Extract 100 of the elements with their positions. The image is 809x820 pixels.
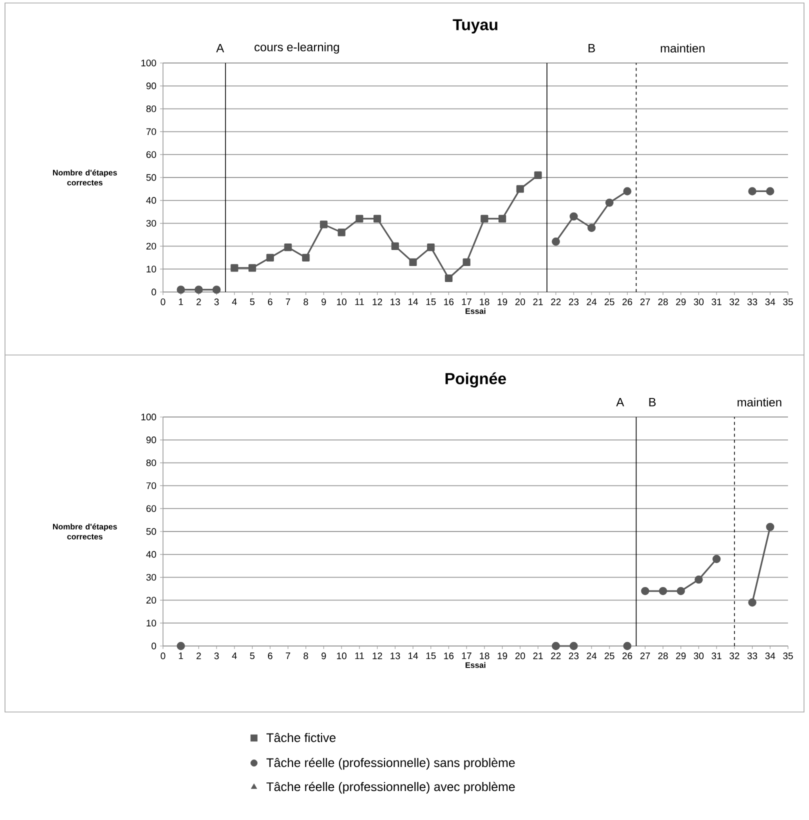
point bbox=[623, 187, 632, 196]
x-tick-label: 32 bbox=[730, 652, 740, 660]
x-tick-label: 1 bbox=[178, 298, 184, 306]
x-tick-label: 34 bbox=[765, 298, 776, 306]
x-tick-label: 0 bbox=[160, 652, 166, 660]
point bbox=[748, 187, 756, 196]
x-tick-label: 2 bbox=[196, 298, 201, 306]
y-tick-label: 60 bbox=[146, 151, 156, 158]
legend-label: Tâche fictive bbox=[266, 732, 336, 742]
x-tick-label: 21 bbox=[533, 298, 543, 306]
point bbox=[676, 586, 685, 596]
point bbox=[248, 264, 256, 272]
x-tick-label: 18 bbox=[480, 298, 490, 306]
y-tick-label: 80 bbox=[146, 105, 156, 112]
x-tick-label: 34 bbox=[765, 652, 776, 660]
y-tick-label: 0 bbox=[152, 642, 156, 650]
x-tick-label: 25 bbox=[604, 298, 614, 306]
point bbox=[641, 586, 650, 596]
x-tick-label: 19 bbox=[498, 298, 508, 306]
point bbox=[552, 238, 560, 246]
x-tick-label: 27 bbox=[640, 652, 650, 660]
x-tick-label: 23 bbox=[568, 298, 579, 306]
chart-title: Tuyau bbox=[452, 19, 498, 34]
x-tick-label: 16 bbox=[444, 652, 454, 660]
x-tick-label: 13 bbox=[390, 652, 400, 660]
x-tick-label: 15 bbox=[426, 652, 436, 660]
y-tick-label: 20 bbox=[146, 242, 156, 250]
x-tick-label: 27 bbox=[640, 298, 650, 306]
point bbox=[373, 214, 382, 223]
x-tick-label: 4 bbox=[232, 652, 237, 660]
text: A bbox=[216, 44, 224, 52]
point bbox=[462, 258, 470, 266]
text: cours e-learning bbox=[254, 42, 339, 54]
x-tick-label: 28 bbox=[658, 298, 668, 306]
x-tick-label: 25 bbox=[604, 652, 614, 660]
x-tick-label: 21 bbox=[533, 652, 543, 660]
x-tick-label: 5 bbox=[250, 652, 255, 660]
point bbox=[516, 185, 524, 193]
y-tick-label: 40 bbox=[146, 551, 156, 558]
y-tick-label: 10 bbox=[146, 266, 156, 272]
x-tick-label: 2 bbox=[196, 652, 201, 660]
y-tick-label: 10 bbox=[146, 620, 156, 626]
point bbox=[658, 586, 668, 596]
y-tick-label: 80 bbox=[146, 459, 156, 466]
text: B bbox=[649, 398, 656, 406]
point bbox=[605, 198, 614, 207]
x-tick-label: 35 bbox=[783, 652, 793, 660]
point bbox=[444, 274, 453, 282]
x-tick-label: 29 bbox=[676, 298, 686, 306]
point bbox=[712, 554, 721, 564]
x-tick-label: 26 bbox=[622, 298, 632, 306]
x-tick-label: 16 bbox=[444, 298, 454, 306]
point bbox=[587, 224, 596, 232]
point bbox=[176, 286, 185, 294]
y-tick-label: 50 bbox=[146, 174, 156, 181]
x-tick-label: 11 bbox=[355, 652, 364, 660]
x-tick-label: 22 bbox=[551, 298, 561, 306]
x-tick-label: 4 bbox=[232, 298, 237, 306]
text: maintien bbox=[738, 398, 782, 406]
point bbox=[534, 171, 542, 180]
point bbox=[302, 254, 310, 262]
y-tick-label: 30 bbox=[146, 220, 156, 227]
point bbox=[338, 228, 346, 236]
x-tick-label: 9 bbox=[322, 652, 326, 660]
y-tick-label: 0 bbox=[152, 288, 156, 296]
x-tick-label: 7 bbox=[286, 298, 290, 306]
point bbox=[766, 187, 774, 196]
y-tick-label: 90 bbox=[146, 82, 156, 90]
x-tick-label: 14 bbox=[408, 298, 418, 306]
point bbox=[766, 522, 774, 532]
x-tick-label: 17 bbox=[462, 652, 472, 660]
point bbox=[320, 220, 328, 228]
x-tick-label: 13 bbox=[390, 298, 400, 306]
x-tick-label: 6 bbox=[268, 652, 272, 660]
text: A bbox=[616, 398, 624, 406]
x-tick-label: 31 bbox=[712, 652, 722, 660]
x-tick-label: 8 bbox=[304, 298, 308, 306]
x-tick-label: 28 bbox=[658, 652, 668, 660]
y-tick-label: 50 bbox=[146, 528, 156, 535]
y-tick-label: 100 bbox=[141, 414, 156, 420]
point bbox=[391, 242, 399, 250]
x-tick-label: 8 bbox=[304, 652, 308, 660]
point bbox=[284, 244, 292, 252]
point bbox=[266, 254, 274, 262]
x-tick-label: 24 bbox=[586, 298, 597, 306]
x-tick-label: 29 bbox=[676, 652, 686, 660]
point bbox=[480, 214, 488, 223]
x-tick-label: 17 bbox=[462, 298, 472, 306]
point bbox=[427, 244, 435, 252]
x-tick-label: 5 bbox=[250, 298, 255, 306]
point bbox=[748, 598, 756, 607]
point bbox=[194, 286, 203, 294]
x-tick-label: 12 bbox=[372, 652, 382, 660]
x-tick-label: 26 bbox=[622, 652, 632, 660]
y-tick-label: 70 bbox=[146, 128, 156, 136]
point bbox=[552, 642, 560, 650]
x-tick-label: 0 bbox=[160, 298, 166, 306]
x-tick-label: 30 bbox=[694, 298, 704, 306]
point bbox=[176, 642, 185, 650]
x-tick-label: 32 bbox=[730, 298, 740, 306]
